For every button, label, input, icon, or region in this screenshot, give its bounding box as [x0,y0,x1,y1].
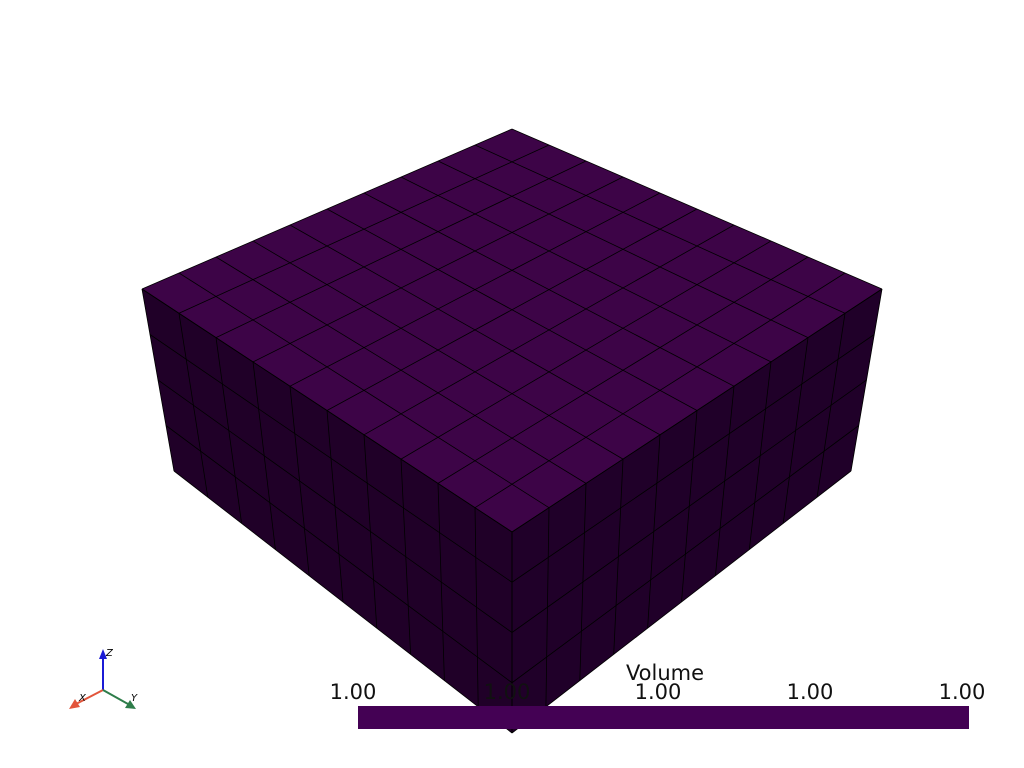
mesh-grid-lines [141,128,883,734]
mesh-edge [326,208,698,411]
mesh-edge [511,334,875,583]
mesh-face-right [512,289,882,733]
y-axis-arrowhead [125,700,136,709]
mesh-face-top [142,129,882,532]
mesh-edge [215,160,587,338]
mesh-edge [178,144,550,314]
colorbar-tick-label: 1.00 [938,680,986,704]
x-axis-arrowhead [69,699,80,709]
mesh-box [141,128,883,734]
mesh-edge [141,288,513,533]
mesh-edge [400,240,772,460]
colorbar-tick-label: 1.00 [634,680,682,704]
colorbar-tick-label: 1.00 [483,680,531,704]
mesh-edge [511,288,883,533]
mesh-edge [437,256,809,484]
mesh-edge [511,379,867,633]
mesh-edge [141,128,513,290]
mesh-edge [363,224,735,436]
mesh-edge [165,425,513,684]
mesh-edge [157,379,513,633]
mesh-edge [149,334,513,583]
y-axis-label: Y [131,693,138,704]
mesh-edge [289,192,661,387]
mesh-edge [474,272,846,509]
z-axis-arrowhead [99,649,107,659]
mesh-edge [173,470,513,734]
mesh-edge [252,176,624,363]
orientation-axes-widget: Z X Y [69,648,138,709]
colorbar-tick-label: 1.00 [329,680,377,704]
z-axis-label: Z [105,648,114,659]
colorbar-title: Volume [625,661,705,685]
mesh-face-left [142,289,512,733]
y-axis-arrow [102,689,129,705]
mesh-edge [511,425,859,684]
x-axis-arrow [75,689,104,705]
colorbar-tick-label: 1.00 [786,680,834,704]
colorbar [358,706,969,729]
mesh-edge [511,470,852,734]
x-axis-label: X [78,693,87,704]
